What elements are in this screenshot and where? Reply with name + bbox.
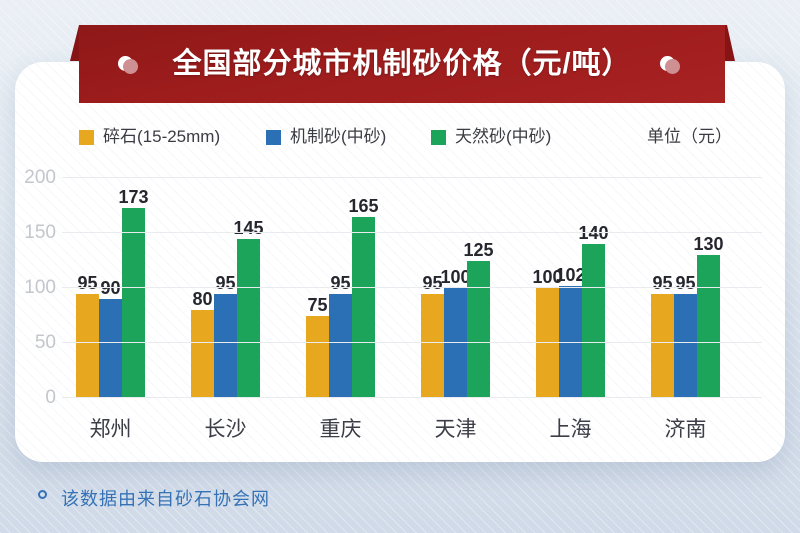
chart-legend: 单位（元） 碎石(15-25mm) 机制砂(中砂) 天然砂(中砂) (79, 127, 732, 147)
bar-value-label: 100 (440, 267, 471, 287)
bar-value-label: 90 (100, 278, 121, 298)
y-axis-tick-label: 50 (34, 332, 56, 353)
legend-swatch-icon (266, 129, 281, 145)
legend-swatch-icon (79, 129, 94, 145)
bar-value-label: 95 (77, 272, 98, 293)
banner-ribbon: 全国部分城市机制砂价格（元/吨） (79, 25, 725, 103)
gridline-150 (62, 232, 762, 233)
city-label-郑州: 郑州 (89, 418, 132, 441)
y-axis-tick-label: 0 (45, 387, 56, 408)
bar-天然砂(中砂)-天津: 125 (463, 241, 494, 398)
bar-value-label: 100 (532, 267, 563, 287)
city-label-长沙: 长沙 (204, 418, 247, 441)
bar-value-label: 95 (675, 272, 696, 293)
bar-value-label: 102 (555, 264, 586, 285)
bar-天然砂(中砂)-上海: 140 (578, 224, 609, 398)
city-label-重庆: 重庆 (319, 418, 362, 441)
bar-机制砂(中砂)-重庆: 95 (329, 274, 352, 398)
unit-label: 单位（元） (647, 127, 732, 146)
bar-group-重庆: 75 95 165 重庆 (306, 178, 379, 441)
bar-value-label: 130 (693, 234, 724, 254)
bar-groups: 95 90 173 郑州 80 95 145 长沙 75 95 165 重庆 95 100 125 天津 100… (62, 178, 762, 441)
page-title: 全国部分城市机制砂价格（元/吨） (172, 47, 632, 80)
y-axis-tick-label: 150 (24, 222, 56, 243)
bar-group-上海: 100 102 140 上海 (532, 178, 609, 441)
bar-碎石(15-25mm)-济南: 95 (651, 274, 674, 398)
bar-value-label: 173 (118, 186, 149, 207)
legend-item-3: 天然砂(中砂) (431, 127, 551, 147)
bar-碎石(15-25mm)-郑州: 95 (76, 274, 99, 398)
bar-碎石(15-25mm)-上海: 100 (532, 268, 563, 398)
legend-swatch-icon (431, 129, 446, 145)
bar-机制砂(中砂)-天津: 100 (440, 268, 471, 398)
legend-item-label: 天然砂(中砂) (455, 127, 552, 146)
bar-天然砂(中砂)-重庆: 165 (348, 197, 379, 398)
bar-value-label: 145 (233, 217, 264, 238)
banner-dot-right-icon (660, 56, 680, 74)
city-label-济南: 济南 (664, 418, 707, 441)
city-label-天津: 天津 (434, 418, 477, 441)
legend-item-label: 机制砂(中砂) (290, 127, 387, 146)
bar-天然砂(中砂)-长沙: 145 (233, 219, 264, 398)
bar-机制砂(中砂)-郑州: 90 (99, 279, 122, 398)
bar-group-郑州: 95 90 173 郑州 (76, 178, 149, 441)
bar-group-长沙: 80 95 145 长沙 (191, 178, 264, 441)
data-source-note: 该数据由来自砂石协会网 (61, 489, 270, 509)
bar-group-天津: 95 100 125 天津 (421, 178, 494, 441)
legend-item-1: 碎石(15-25mm) (79, 127, 220, 147)
bar-value-label: 80 (192, 289, 213, 309)
bar-value-label: 95 (652, 272, 673, 293)
plot-area: 95 90 173 郑州 80 95 145 长沙 75 95 165 重庆 95 100 125 天津 100… (62, 177, 762, 441)
bar-value-label: 75 (307, 294, 328, 315)
bar-碎石(15-25mm)-重庆: 75 (306, 296, 329, 398)
footer-bullet-icon (38, 490, 47, 499)
bar-value-label: 95 (215, 272, 236, 293)
bar-机制砂(中砂)-上海: 102 (555, 266, 586, 398)
bar-天然砂(中砂)-郑州: 173 (118, 188, 149, 398)
bar-value-label: 165 (348, 195, 379, 216)
bar-value-label: 125 (463, 239, 494, 260)
banner-dot-left-icon (118, 56, 138, 74)
bar-value-label: 95 (330, 272, 351, 293)
y-axis-tick-label: 200 (24, 167, 56, 188)
gridline-100 (62, 287, 762, 288)
y-axis-tick-label: 100 (24, 277, 56, 298)
gridline-50 (62, 342, 762, 343)
legend-item-label: 碎石(15-25mm) (103, 127, 221, 146)
gridline-200 (62, 177, 762, 178)
bar-天然砂(中砂)-济南: 130 (693, 235, 724, 398)
bar-碎石(15-25mm)-长沙: 80 (191, 290, 214, 398)
gridline-0 (62, 397, 762, 398)
bar-value-label: 140 (578, 223, 609, 243)
city-label-上海: 上海 (549, 418, 592, 441)
bar-碎石(15-25mm)-天津: 95 (421, 274, 444, 398)
bar-机制砂(中砂)-长沙: 95 (214, 274, 237, 398)
bar-机制砂(中砂)-济南: 95 (674, 274, 697, 398)
bar-group-济南: 95 95 130 济南 (651, 178, 724, 441)
legend-item-2: 机制砂(中砂) (266, 127, 386, 147)
